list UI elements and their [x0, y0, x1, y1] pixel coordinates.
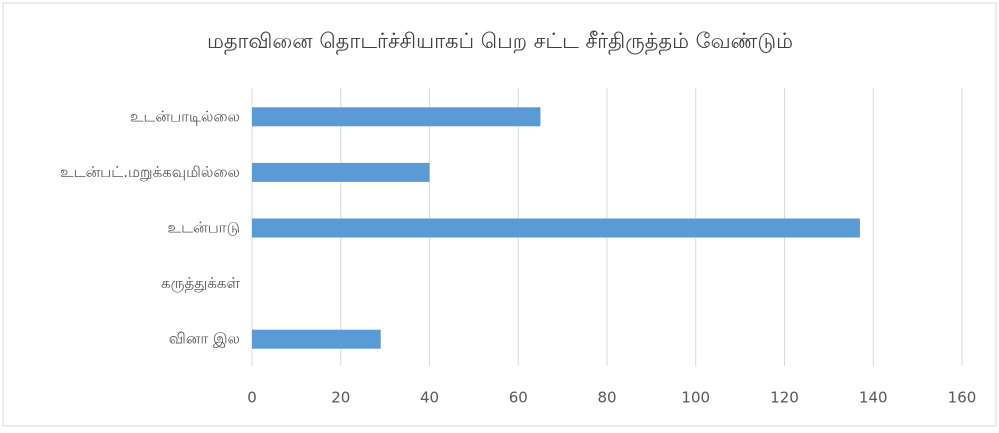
bar — [252, 162, 430, 182]
chart-frame — [2, 2, 997, 427]
x-tick-label: 80 — [597, 389, 616, 407]
y-tick-label: உடன்பட்.மறுக்கவுமில்லை — [60, 163, 240, 181]
bar — [252, 329, 381, 349]
y-tick-label: வினா இல — [169, 330, 240, 348]
y-tick-label: உடன்பாடில்லை — [130, 107, 240, 125]
x-tick-label: 120 — [770, 389, 799, 407]
chart-title: மதாவினை தொடர்ச்சியாகப் பெற சட்ட சீர்திரு… — [207, 29, 793, 55]
x-tick-label: 100 — [681, 389, 710, 407]
x-tick-label: 60 — [509, 389, 528, 407]
bar — [252, 218, 860, 238]
bar — [252, 107, 541, 127]
x-tick-label: 140 — [859, 389, 888, 407]
y-tick-label: உடன்பாடு — [168, 219, 240, 237]
x-tick-label: 160 — [948, 389, 977, 407]
x-tick-label: 0 — [247, 389, 257, 407]
y-tick-label: கருத்துக்கள் — [161, 274, 240, 292]
x-tick-label: 20 — [331, 389, 350, 407]
x-tick-label: 40 — [420, 389, 439, 407]
